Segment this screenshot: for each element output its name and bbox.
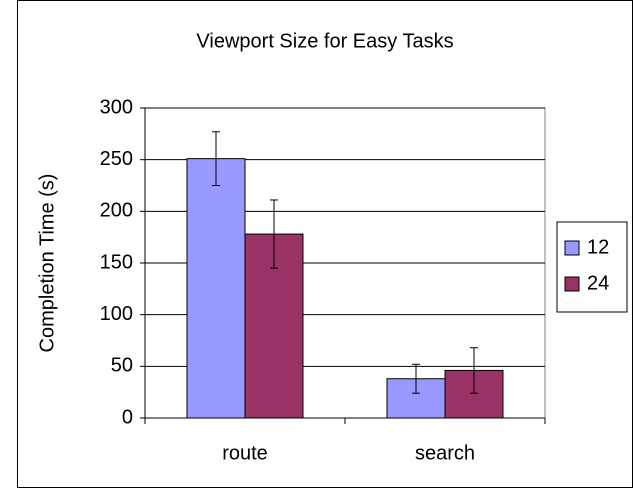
x-tick-label: route [222, 442, 268, 464]
legend-swatch [564, 276, 580, 292]
legend-box [556, 221, 628, 313]
error-bar [270, 199, 278, 269]
y-tick-label: 200 [100, 200, 133, 222]
y-tick-label: 250 [100, 148, 133, 170]
y-tick-label: 300 [100, 96, 133, 118]
legend-swatch [564, 240, 580, 256]
error-bar [412, 363, 420, 394]
legend-label: 24 [587, 272, 609, 294]
legend-label: 12 [587, 236, 609, 258]
y-tick-label: 100 [100, 303, 133, 325]
y-tick-label: 50 [111, 355, 133, 377]
x-tick-label: search [415, 442, 475, 464]
error-bar [470, 347, 478, 394]
y-tick-label: 150 [100, 251, 133, 273]
y-tick-label: 0 [122, 406, 133, 428]
y-axis-label: Completion Time (s) [36, 174, 58, 353]
chart-title: Viewport Size for Easy Tasks [196, 30, 453, 52]
bar [186, 158, 246, 419]
error-bar [212, 131, 220, 186]
